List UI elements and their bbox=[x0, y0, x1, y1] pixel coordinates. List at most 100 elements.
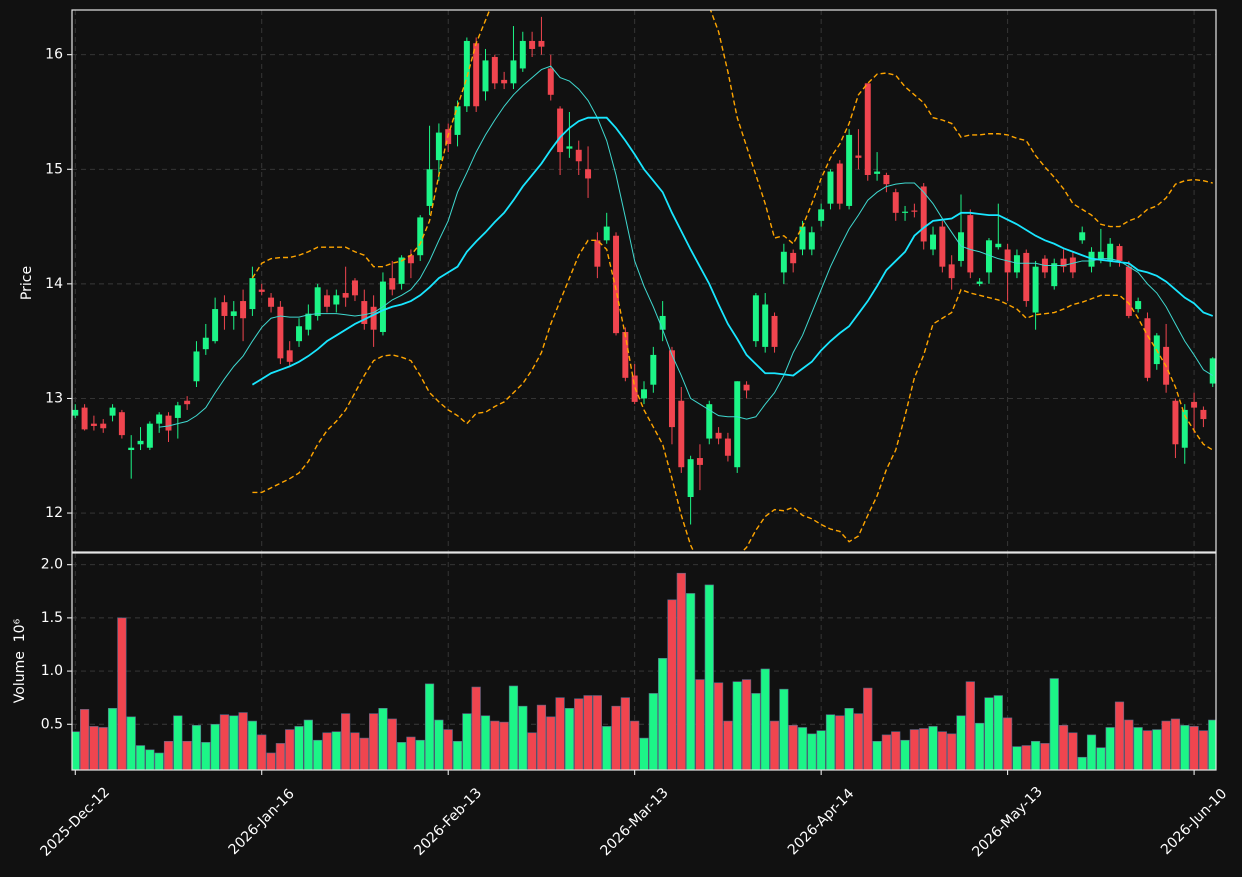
volume-bar bbox=[593, 696, 602, 770]
volume-bar bbox=[1180, 725, 1189, 770]
volume-bar bbox=[1031, 741, 1040, 770]
candle-body bbox=[762, 304, 768, 346]
candle-body bbox=[259, 290, 265, 292]
candle-body bbox=[333, 295, 339, 304]
candle-body bbox=[82, 408, 88, 430]
volume-bar bbox=[1115, 702, 1124, 770]
volume-bar bbox=[1097, 748, 1106, 770]
volume-bar bbox=[770, 721, 779, 770]
volume-bar bbox=[453, 741, 462, 770]
volume-bar bbox=[817, 731, 826, 770]
volume-bar bbox=[397, 742, 406, 770]
candle-body bbox=[557, 109, 563, 153]
volume-bar bbox=[966, 682, 975, 770]
candle-body bbox=[744, 385, 750, 391]
volume-bar bbox=[686, 593, 695, 770]
volume-bar bbox=[649, 693, 658, 770]
candle-body bbox=[827, 172, 833, 204]
candle-body bbox=[641, 389, 647, 398]
candle-body bbox=[883, 175, 889, 184]
volume-bar bbox=[118, 618, 127, 770]
volume-bar bbox=[444, 730, 453, 770]
volume-bar bbox=[463, 714, 472, 770]
volume-bar bbox=[1106, 727, 1115, 770]
candle-body bbox=[538, 41, 544, 47]
candle-body bbox=[166, 416, 172, 431]
volume-bar bbox=[537, 705, 546, 770]
candle-body bbox=[175, 405, 181, 418]
volume-bar bbox=[714, 683, 723, 770]
candle-body bbox=[128, 448, 134, 450]
candle-body bbox=[138, 441, 144, 444]
volume-bar bbox=[705, 585, 714, 770]
volume-bar bbox=[267, 753, 276, 770]
candle-body bbox=[1014, 255, 1020, 272]
volume-bar bbox=[1069, 733, 1078, 770]
candle-body bbox=[911, 211, 917, 212]
volume-bar bbox=[929, 726, 938, 770]
volume-bar bbox=[491, 721, 500, 770]
y-tick-label: 1.5 bbox=[41, 610, 63, 626]
candle-body bbox=[809, 232, 815, 249]
volume-bar bbox=[155, 753, 164, 770]
candle-body bbox=[725, 439, 731, 456]
candle-body bbox=[977, 282, 983, 284]
volume-bar bbox=[388, 719, 397, 770]
volume-bar bbox=[519, 706, 528, 770]
volume-bar bbox=[351, 733, 360, 770]
volume-bar bbox=[696, 680, 705, 770]
volume-bar bbox=[891, 732, 900, 770]
volume-bar bbox=[1143, 731, 1152, 770]
candle-body bbox=[874, 172, 880, 174]
candle-body bbox=[855, 156, 861, 158]
candle-body bbox=[324, 295, 330, 306]
candle-body bbox=[287, 350, 293, 361]
candle-body bbox=[371, 307, 377, 330]
candle-body bbox=[697, 458, 703, 465]
volume-bar bbox=[257, 735, 266, 770]
candle-body bbox=[1200, 410, 1206, 419]
candle-body bbox=[156, 414, 162, 423]
candle-body bbox=[790, 253, 796, 263]
volume-bar bbox=[1078, 757, 1087, 770]
volume-bar bbox=[854, 714, 863, 770]
candle-body bbox=[315, 287, 321, 316]
candle-body bbox=[660, 316, 666, 330]
candle-body bbox=[520, 41, 526, 69]
volume-bar bbox=[211, 724, 220, 770]
candle-body bbox=[492, 57, 498, 83]
volume-bar bbox=[724, 721, 733, 770]
volume-bar bbox=[229, 716, 238, 770]
candle-body bbox=[1098, 252, 1104, 259]
volume-bar bbox=[985, 698, 994, 770]
candle-body bbox=[1079, 232, 1085, 240]
candle-body bbox=[1051, 263, 1057, 286]
candle-body bbox=[184, 401, 190, 404]
volume-bar bbox=[174, 716, 183, 770]
volume-bar bbox=[1190, 726, 1199, 770]
volume-bar bbox=[733, 682, 742, 770]
volume-bar bbox=[780, 689, 789, 770]
volume-bar bbox=[863, 688, 872, 770]
candle-body bbox=[669, 350, 675, 427]
volume-bar bbox=[901, 740, 910, 770]
volume-axis-title: Volume 10⁶ bbox=[12, 618, 28, 703]
volume-bar bbox=[742, 680, 751, 770]
y-tick-label: 12 bbox=[45, 505, 63, 521]
candle-body bbox=[427, 169, 433, 206]
candle-body bbox=[240, 301, 246, 318]
volume-bar bbox=[836, 716, 845, 770]
candle-body bbox=[510, 60, 516, 83]
volume-bar bbox=[80, 709, 89, 770]
y-tick-label: 15 bbox=[45, 161, 63, 177]
volume-bar bbox=[379, 708, 388, 770]
volume-bar bbox=[136, 746, 145, 770]
candle-body bbox=[753, 295, 759, 341]
volume-bar bbox=[1003, 718, 1012, 770]
volume-bar bbox=[602, 726, 611, 770]
candle-body bbox=[277, 307, 283, 359]
volume-bar bbox=[99, 727, 108, 770]
candle-body bbox=[837, 164, 843, 204]
candle-body bbox=[305, 314, 311, 330]
